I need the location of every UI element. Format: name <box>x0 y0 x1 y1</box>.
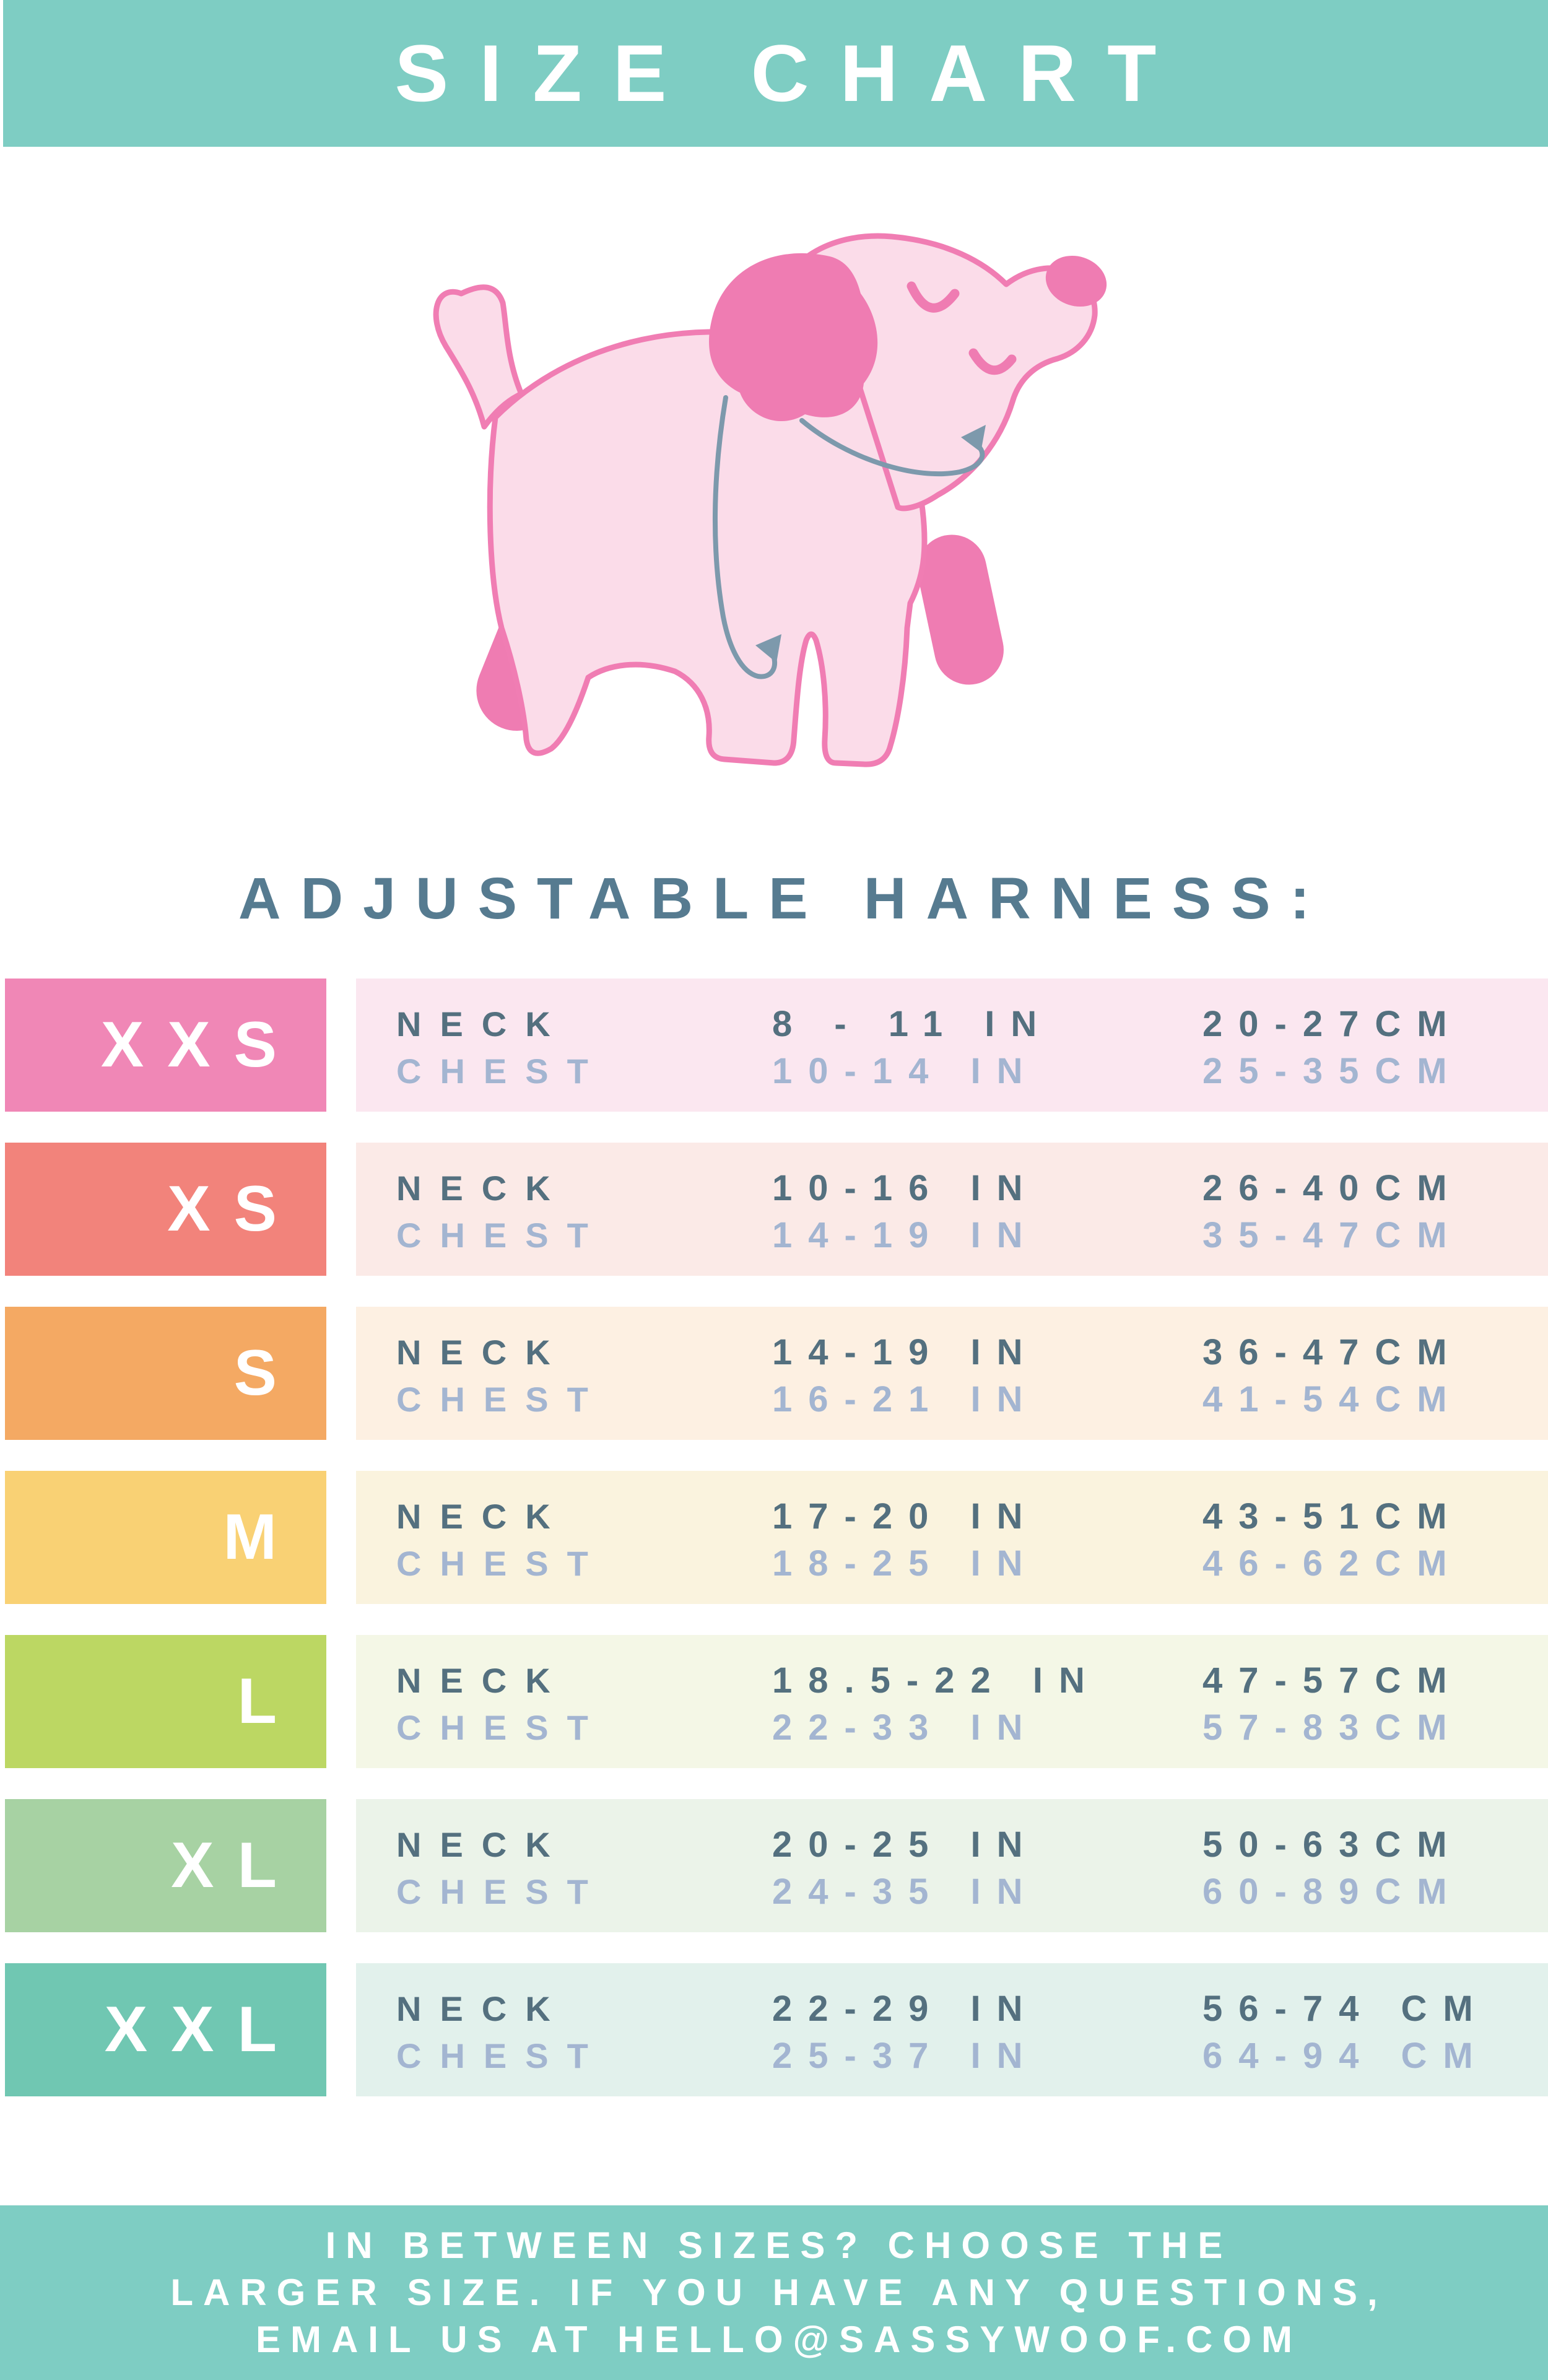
page-title: SIZE CHART <box>394 28 1188 119</box>
chest-inches: 25-37 IN <box>772 2036 1039 2077</box>
size-badge-l: L <box>5 1634 326 1768</box>
neck-centimeters: 26-40CM <box>1202 1168 1463 1209</box>
chest-label: CHEST <box>396 1544 607 1584</box>
neck-inches: 14-19 IN <box>772 1332 1039 1373</box>
chest-measurements: CHEST 16-21 IN 41-54CM <box>396 1379 1548 1419</box>
chest-inches: 18-25 IN <box>772 1543 1039 1584</box>
size-row-body: NECK 18.5-22 IN 47-57CM CHEST 22-33 IN 5… <box>356 1634 1548 1768</box>
size-row-xxs: XXS NECK 8 - 11 IN 20-27CM CHEST 10-14 I… <box>0 978 1548 1112</box>
neck-measurements: NECK 17-20 IN 43-51CM <box>396 1496 1548 1537</box>
chest-measurement-line <box>712 394 777 679</box>
neck-measurements: NECK 22-29 IN 56-74 CM <box>396 1988 1548 2029</box>
neck-measurements: NECK 14-19 IN 36-47CM <box>396 1332 1548 1372</box>
chest-label: CHEST <box>396 1708 607 1748</box>
section-title: ADJUSTABLE HARNESS: <box>238 865 1330 931</box>
size-row-m: M NECK 17-20 IN 43-51CM CHEST 18-25 IN 4… <box>0 1470 1548 1604</box>
dog-smile <box>968 348 1017 375</box>
chest-measurements: CHEST 18-25 IN 46-62CM <box>396 1543 1548 1584</box>
size-badge-xl: XL <box>5 1798 326 1932</box>
chest-label: CHEST <box>396 2036 607 2076</box>
footer-line-1: IN BETWEEN SIZES? CHOOSE THE <box>325 2224 1233 2266</box>
size-badge-xxl: XXL <box>5 1963 326 2096</box>
neck-centimeters: 20-27CM <box>1202 1004 1463 1045</box>
neck-label: NECK <box>396 1169 569 1208</box>
neck-measurements: NECK 10-16 IN 26-40CM <box>396 1167 1548 1208</box>
size-row-body: NECK 17-20 IN 43-51CM CHEST 18-25 IN 46-… <box>356 1470 1548 1604</box>
neck-centimeters: 56-74 CM <box>1202 1989 1489 2029</box>
neck-centimeters: 36-47CM <box>1202 1332 1463 1373</box>
neck-inches: 22-29 IN <box>772 1989 1039 2029</box>
dog-harness-illustration <box>402 232 1176 783</box>
neck-label: NECK <box>396 1661 569 1701</box>
footer-banner: IN BETWEEN SIZES? CHOOSE THE LARGER SIZE… <box>0 2205 1548 2380</box>
size-row-xl: XL NECK 20-25 IN 50-63CM CHEST 24-35 IN … <box>0 1798 1548 1932</box>
neck-label: NECK <box>396 1497 569 1537</box>
dog-illustration-svg <box>433 233 1107 767</box>
neck-label: NECK <box>396 1825 569 1865</box>
neck-measurement-line <box>799 417 985 476</box>
chest-label: CHEST <box>396 1380 607 1419</box>
neck-inches: 17-20 IN <box>772 1496 1039 1537</box>
size-badge-s: S <box>5 1306 326 1440</box>
neck-measurements: NECK 20-25 IN 50-63CM <box>396 1824 1548 1865</box>
chest-inches: 14-19 IN <box>772 1215 1039 1256</box>
neck-centimeters: 47-57CM <box>1202 1660 1463 1701</box>
size-row-s: S NECK 14-19 IN 36-47CM CHEST 16-21 IN 4… <box>0 1306 1548 1440</box>
dog-tail <box>433 284 524 430</box>
size-row-xxl: XXL NECK 22-29 IN 56-74 CM CHEST 25-37 I… <box>0 1963 1548 2096</box>
chest-centimeters: 60-89CM <box>1202 1872 1463 1912</box>
size-row-body: NECK 20-25 IN 50-63CM CHEST 24-35 IN 60-… <box>356 1798 1548 1932</box>
size-row-body: NECK 10-16 IN 26-40CM CHEST 14-19 IN 35-… <box>356 1142 1548 1276</box>
size-table: XXS NECK 8 - 11 IN 20-27CM CHEST 10-14 I… <box>0 978 1548 2127</box>
chest-centimeters: 25-35CM <box>1202 1051 1463 1092</box>
chest-measurements: CHEST 24-35 IN 60-89CM <box>396 1871 1548 1912</box>
neck-label: NECK <box>396 1989 569 2029</box>
neck-centimeters: 50-63CM <box>1202 1824 1463 1865</box>
neck-centimeters: 43-51CM <box>1202 1496 1463 1537</box>
chest-inches: 24-35 IN <box>772 1872 1039 1912</box>
neck-inches: 20-25 IN <box>772 1824 1039 1865</box>
neck-label: NECK <box>396 1333 569 1372</box>
size-row-body: NECK 14-19 IN 36-47CM CHEST 16-21 IN 41-… <box>356 1306 1548 1440</box>
chest-label: CHEST <box>396 1872 607 1912</box>
neck-inches: 10-16 IN <box>772 1168 1039 1209</box>
chest-measurements: CHEST 10-14 IN 25-35CM <box>396 1050 1548 1091</box>
footer-line-2: LARGER SIZE. IF YOU HAVE ANY QUESTIONS, <box>170 2271 1388 2313</box>
size-row-body: NECK 22-29 IN 56-74 CM CHEST 25-37 IN 64… <box>356 1963 1548 2096</box>
chest-label: CHEST <box>396 1216 607 1255</box>
chest-inches: 16-21 IN <box>772 1379 1039 1420</box>
neck-inches: 8 - 11 IN <box>772 1004 1053 1045</box>
chest-label: CHEST <box>396 1052 607 1091</box>
chest-centimeters: 57-83CM <box>1202 1707 1463 1748</box>
footer-line-3: EMAIL US AT HELLO@SASSYWOOF.COM <box>255 2318 1303 2360</box>
size-badge-xs: XS <box>5 1142 326 1276</box>
chest-measurements: CHEST 14-19 IN 35-47CM <box>396 1214 1548 1255</box>
neck-measurements: NECK 18.5-22 IN 47-57CM <box>396 1660 1548 1701</box>
size-row-body: NECK 8 - 11 IN 20-27CM CHEST 10-14 IN 25… <box>356 978 1548 1112</box>
chest-centimeters: 64-94 CM <box>1202 2036 1489 2077</box>
dog-far-front-leg <box>917 534 1004 685</box>
header-banner: SIZE CHART <box>3 0 1548 147</box>
chest-measurements: CHEST 25-37 IN 64-94 CM <box>396 2035 1548 2076</box>
chest-centimeters: 46-62CM <box>1202 1543 1463 1584</box>
neck-label: NECK <box>396 1005 569 1044</box>
neck-measurements: NECK 8 - 11 IN 20-27CM <box>396 1003 1548 1044</box>
chest-inches: 22-33 IN <box>772 1707 1039 1748</box>
neck-measurement-arrow <box>961 424 986 452</box>
size-row-l: L NECK 18.5-22 IN 47-57CM CHEST 22-33 IN… <box>0 1634 1548 1768</box>
dog-nose <box>1045 255 1107 307</box>
chest-inches: 10-14 IN <box>772 1051 1039 1092</box>
chest-measurement-arrow <box>755 634 781 663</box>
chest-centimeters: 41-54CM <box>1202 1379 1463 1420</box>
neck-inches: 18.5-22 IN <box>772 1660 1101 1701</box>
chest-centimeters: 35-47CM <box>1202 1215 1463 1256</box>
size-row-xs: XS NECK 10-16 IN 26-40CM CHEST 14-19 IN … <box>0 1142 1548 1276</box>
size-badge-m: M <box>5 1470 326 1604</box>
size-badge-xxs: XXS <box>5 978 326 1112</box>
dog-eye <box>907 281 960 313</box>
chest-measurements: CHEST 22-33 IN 57-83CM <box>396 1707 1548 1748</box>
dog-ear <box>709 253 878 421</box>
